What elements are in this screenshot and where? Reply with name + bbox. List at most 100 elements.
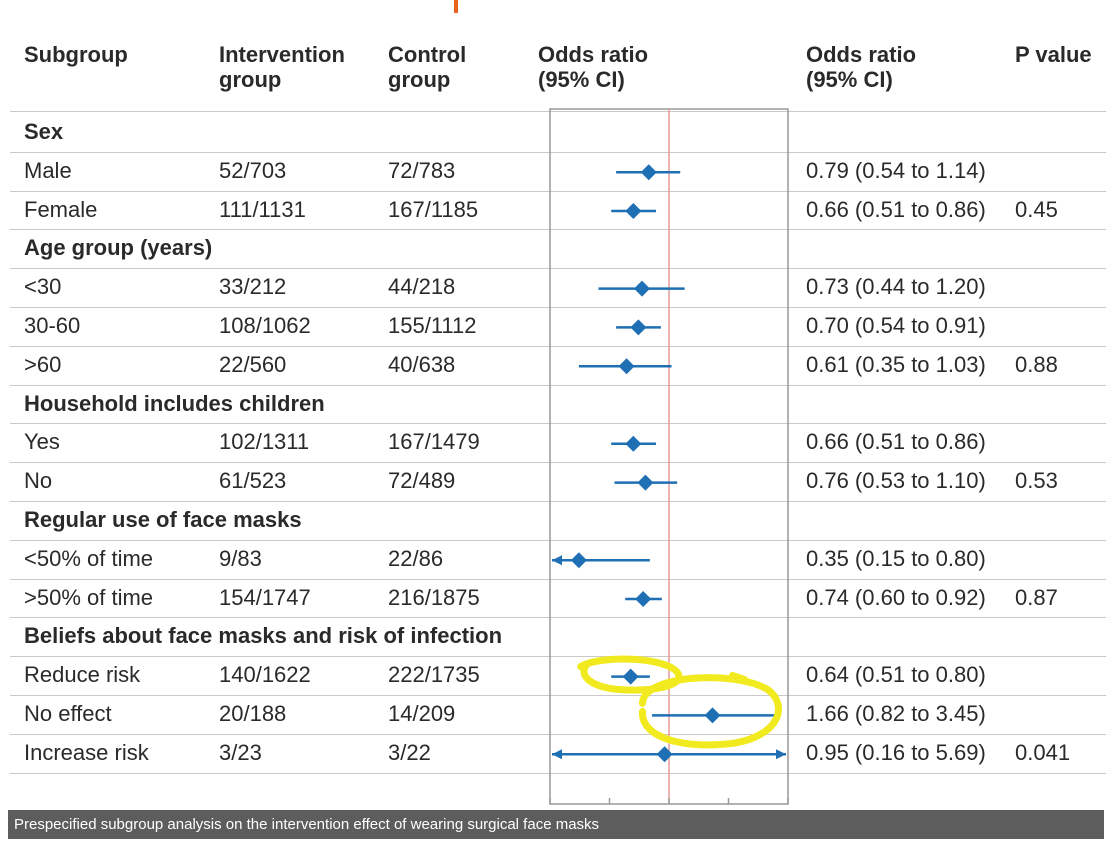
header-p-value: P value bbox=[1015, 42, 1092, 67]
odds-ratio-point bbox=[570, 552, 587, 569]
odds-ratio-point bbox=[633, 280, 650, 297]
header-subgroup: Subgroup bbox=[24, 42, 128, 67]
control-cell: 44/218 bbox=[388, 274, 456, 300]
intervention-cell: 102/1311 bbox=[219, 429, 310, 455]
row-divider bbox=[10, 695, 1106, 696]
row-label: Female bbox=[24, 196, 98, 222]
header-odds-ratio-plot: Odds ratio (95% CI) bbox=[538, 42, 649, 92]
odds-ratio-point bbox=[625, 203, 642, 219]
odds-ratio-cell: 0.79 (0.54 to 1.14) bbox=[806, 157, 986, 183]
row-label: Yes bbox=[24, 429, 60, 455]
header-odds-ratio-text: Odds ratio (95% CI) bbox=[806, 42, 917, 92]
row-label: >50% of time bbox=[24, 584, 154, 610]
intervention-cell: 3/23 bbox=[219, 739, 262, 765]
intervention-cell: 33/212 bbox=[219, 274, 287, 300]
control-cell: 72/489 bbox=[388, 468, 456, 494]
row-divider bbox=[10, 384, 1106, 386]
odds-ratio-cell: 0.35 (0.15 to 0.80) bbox=[806, 545, 986, 571]
intervention-cell: 111/1131 bbox=[219, 196, 306, 222]
row-label: No effect bbox=[24, 701, 112, 726]
intervention-cell: 61/523 bbox=[219, 468, 287, 494]
odds-ratio-point bbox=[704, 707, 721, 724]
row-divider bbox=[10, 733, 1106, 735]
odds-ratio-point bbox=[625, 435, 642, 452]
odds-ratio-point bbox=[635, 591, 652, 607]
row-divider bbox=[10, 462, 1106, 464]
orange-marker bbox=[454, 0, 458, 13]
figure-caption: Prespecified subgroup analysis on the in… bbox=[8, 810, 1104, 839]
bottom-strip bbox=[0, 839, 1108, 849]
odds-ratio-cell: 0.73 (0.44 to 1.20) bbox=[806, 274, 986, 300]
row-label: Increase risk bbox=[24, 739, 149, 765]
odds-ratio-cell: 0.66 (0.51 to 0.86) bbox=[806, 429, 986, 455]
odds-ratio-cell: 0.64 (0.51 to 0.80) bbox=[806, 662, 986, 688]
odds-ratio-point bbox=[640, 164, 657, 181]
control-cell: 167/1185 bbox=[388, 196, 479, 222]
group-heading: Age group (years) bbox=[24, 235, 213, 261]
row-divider bbox=[10, 345, 1106, 347]
p-value-cell: 0.87 bbox=[1015, 584, 1058, 610]
row-label: Male bbox=[24, 157, 72, 183]
control-cell: 155/1112 bbox=[388, 313, 477, 338]
row-label: <30 bbox=[24, 274, 62, 300]
group-heading: Household includes children bbox=[24, 390, 325, 416]
ci-arrow-left bbox=[552, 555, 562, 566]
p-value-cell: 0.53 bbox=[1015, 468, 1058, 494]
row-label: >60 bbox=[24, 351, 62, 377]
intervention-cell: 22/560 bbox=[219, 351, 287, 377]
p-value-cell: 0.45 bbox=[1015, 196, 1058, 222]
intervention-cell: 140/1622 bbox=[219, 662, 311, 688]
odds-ratio-point bbox=[630, 319, 647, 336]
control-cell: 3/22 bbox=[388, 739, 431, 765]
row-divider bbox=[10, 423, 1106, 425]
control-cell: 22/86 bbox=[388, 545, 444, 571]
odds-ratio-cell: 0.76 (0.53 to 1.10) bbox=[806, 468, 986, 494]
forest-plot-figure: Subgroup Intervention group Control grou… bbox=[0, 38, 1108, 849]
odds-ratio-cell: 0.61 (0.35 to 1.03) bbox=[806, 351, 986, 377]
header-intervention: Intervention group bbox=[219, 42, 345, 92]
odds-ratio-cell: 0.70 (0.54 to 0.91) bbox=[806, 313, 986, 338]
forest-plot-svg: 0.250.5124 bbox=[530, 108, 794, 839]
row-divider bbox=[10, 656, 1106, 658]
ci-arrow-right bbox=[776, 749, 786, 760]
row-label: 30-60 bbox=[24, 313, 81, 338]
control-cell: 167/1479 bbox=[388, 429, 480, 455]
odds-ratio-cell: 0.95 (0.16 to 5.69) bbox=[806, 739, 986, 765]
header-divider bbox=[10, 111, 1106, 112]
control-cell: 216/1875 bbox=[388, 584, 480, 610]
odds-ratio-cell: 1.66 (0.82 to 3.45) bbox=[806, 701, 986, 726]
row-divider bbox=[10, 151, 1106, 153]
control-cell: 72/783 bbox=[388, 157, 456, 183]
row-divider bbox=[10, 501, 1106, 502]
row-divider bbox=[10, 539, 1106, 541]
row-divider bbox=[10, 617, 1106, 619]
odds-ratio-point bbox=[618, 358, 635, 375]
odds-ratio-cell: 0.74 (0.60 to 0.92) bbox=[806, 584, 986, 610]
odds-ratio-point bbox=[656, 746, 673, 763]
row-divider bbox=[10, 307, 1106, 308]
intervention-cell: 52/703 bbox=[219, 157, 287, 183]
row-divider bbox=[10, 268, 1106, 270]
intervention-cell: 154/1747 bbox=[219, 584, 311, 610]
p-value-cell: 0.041 bbox=[1015, 739, 1071, 765]
control-cell: 14/209 bbox=[388, 701, 456, 726]
odds-ratio-point bbox=[622, 668, 639, 685]
intervention-cell: 20/188 bbox=[219, 701, 287, 726]
row-divider bbox=[10, 578, 1106, 580]
intervention-cell: 108/1062 bbox=[219, 313, 311, 338]
row-divider bbox=[10, 229, 1106, 231]
group-heading: Regular use of face masks bbox=[24, 507, 302, 532]
odds-ratio-cell: 0.66 (0.51 to 0.86) bbox=[806, 196, 986, 222]
row-label: No bbox=[24, 468, 53, 494]
ci-arrow-left bbox=[552, 749, 562, 760]
group-heading: Sex bbox=[24, 119, 64, 144]
odds-ratio-point bbox=[637, 474, 654, 491]
row-label: Reduce risk bbox=[24, 662, 141, 688]
intervention-cell: 9/83 bbox=[219, 545, 262, 571]
row-divider bbox=[10, 772, 1106, 774]
highlight-circle-no-effect bbox=[639, 671, 782, 749]
p-value-cell: 0.88 bbox=[1015, 351, 1058, 377]
row-divider bbox=[10, 190, 1106, 192]
group-heading: Beliefs about face masks and risk of inf… bbox=[24, 623, 503, 649]
control-cell: 222/1735 bbox=[388, 662, 480, 688]
